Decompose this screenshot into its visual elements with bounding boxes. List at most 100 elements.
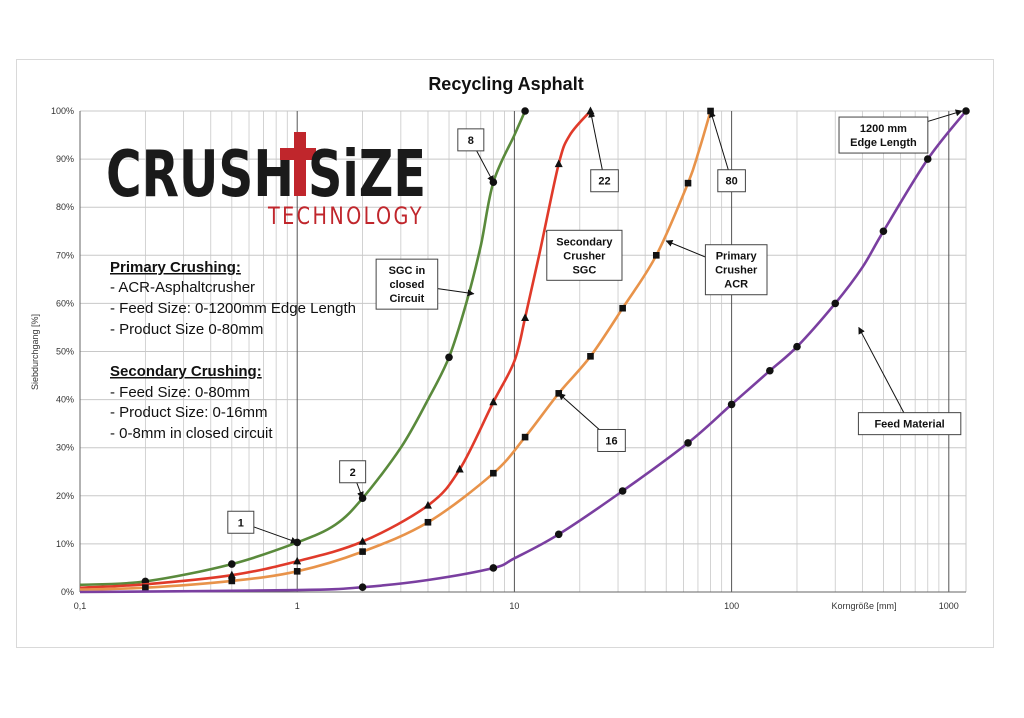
y-axis-ticks: 0% 10% 20% 30% 40% 50% 60% 70% 80% 90% 100% (51, 106, 74, 597)
x-axis-label: Korngröße [mm] (831, 601, 896, 611)
callout: 8 (457, 128, 494, 183)
callout-label-line: Crusher (563, 250, 606, 262)
callout: Feed Material (857, 326, 962, 436)
callout: Secondary Crusher SGC (545, 229, 623, 281)
callout-label-line: 16 (605, 435, 617, 447)
data-point (766, 366, 774, 375)
logo-plus-icon (280, 132, 316, 196)
logo-tagline: TECHNOLOGY (267, 202, 424, 230)
secondary-item: - Product Size: 0-16mm (110, 404, 268, 421)
callout-label-line: 2 (350, 467, 356, 479)
data-point (923, 155, 932, 163)
x-tick-label: 1 (295, 601, 300, 611)
primary-item: - ACR-Asphaltcrusher (110, 279, 255, 296)
callout-arrow (253, 526, 298, 544)
callout-label-line: 80 (725, 176, 737, 188)
callout-label: 2 (350, 467, 356, 479)
callout-box (838, 116, 929, 154)
primary-item: - Product Size 0-80mm (110, 321, 263, 338)
y-tick-label: 100% (51, 106, 74, 116)
data-point (445, 353, 453, 362)
x-tick-label: 0,1 (74, 601, 87, 611)
y-axis-label: Siebdurchgang [%] (30, 314, 40, 390)
callout: 80 (709, 110, 746, 193)
callout: 16 (558, 392, 626, 452)
secondary-item: - Feed Size: 0-80mm (110, 384, 250, 401)
callout-arrow (927, 109, 963, 122)
data-point (831, 299, 840, 308)
callout-label: Feed Material (874, 419, 944, 431)
callout-arrow (437, 288, 475, 297)
callout-label-line: Edge Length (850, 137, 917, 149)
data-point (962, 107, 970, 115)
logo-name-right: SiZE (308, 138, 426, 212)
y-tick-label: 90% (56, 154, 74, 164)
callout-box (339, 460, 367, 484)
data-point (489, 397, 498, 406)
callout-box (597, 428, 626, 452)
logo-name-left: CRUSH (106, 138, 294, 212)
data-point (358, 583, 367, 591)
callout-label-line: SGC in (389, 265, 426, 277)
callout-arrow (588, 110, 603, 170)
x-tick-label: 1000 (939, 601, 959, 611)
y-tick-label: 70% (56, 250, 74, 260)
callout-label-line: Crusher (715, 265, 758, 277)
series-line (79, 110, 712, 591)
callout-label-line: Primary (716, 251, 758, 263)
chart-title: Recycling Asphalt (428, 74, 583, 94)
data-point (455, 464, 464, 473)
data-point (227, 570, 236, 579)
y-tick-label: 60% (56, 298, 74, 308)
callout-label: 80 (725, 176, 737, 188)
callout: 22 (588, 110, 619, 193)
x-axis-ticks: 0,1 1 10 100 1000 (74, 601, 959, 611)
data-point (521, 433, 529, 441)
data-point (684, 439, 692, 447)
callout-arrow (665, 240, 706, 258)
data-point (424, 518, 432, 526)
callout-box (590, 169, 619, 193)
data-point (521, 107, 529, 115)
x-tick-label: 10 (509, 601, 519, 611)
data-point (358, 536, 367, 545)
annotation-layer: 1 2 8 22 80 16 SGC in closed Circuit Secondary Cru… (227, 109, 963, 544)
callout-box (704, 244, 768, 296)
callout-label-line: 1 (238, 517, 244, 529)
callout-arrow (858, 326, 905, 413)
data-point (618, 487, 627, 495)
y-tick-label: 0% (61, 587, 74, 597)
data-point (358, 494, 367, 503)
data-point (228, 560, 236, 568)
y-tick-label: 40% (56, 395, 74, 405)
callout: 1 (227, 510, 298, 544)
data-point (142, 584, 149, 591)
callout-label-line: 22 (598, 176, 610, 188)
data-point (684, 179, 692, 187)
y-tick-label: 80% (56, 202, 74, 212)
data-point (521, 313, 530, 322)
data-point (879, 227, 888, 236)
chart-frame (16, 59, 994, 648)
data-point (587, 353, 594, 360)
chart-grid (79, 110, 967, 593)
data-point (293, 568, 301, 575)
callout-label-line: 8 (468, 135, 474, 147)
y-tick-label: 20% (56, 491, 74, 501)
data-point (554, 159, 563, 168)
callout-label: 22 (598, 176, 610, 188)
crushsize-logo: CRUSH SiZE TECHNOLOGY (106, 132, 426, 230)
y-tick-label: 50% (56, 347, 74, 357)
callout-label: Secondary Crusher SGC (556, 236, 613, 276)
callout-label-line: closed (389, 279, 424, 291)
y-tick-label: 30% (56, 443, 74, 453)
x-tick-label: 100 (724, 601, 739, 611)
data-point (293, 556, 302, 565)
data-point (489, 564, 498, 572)
data-point (359, 548, 366, 555)
callout: SGC in closed Circuit (375, 258, 475, 310)
callout-arrow (356, 482, 364, 499)
callout-label-line: ACR (724, 279, 748, 291)
callout-box (546, 229, 623, 281)
